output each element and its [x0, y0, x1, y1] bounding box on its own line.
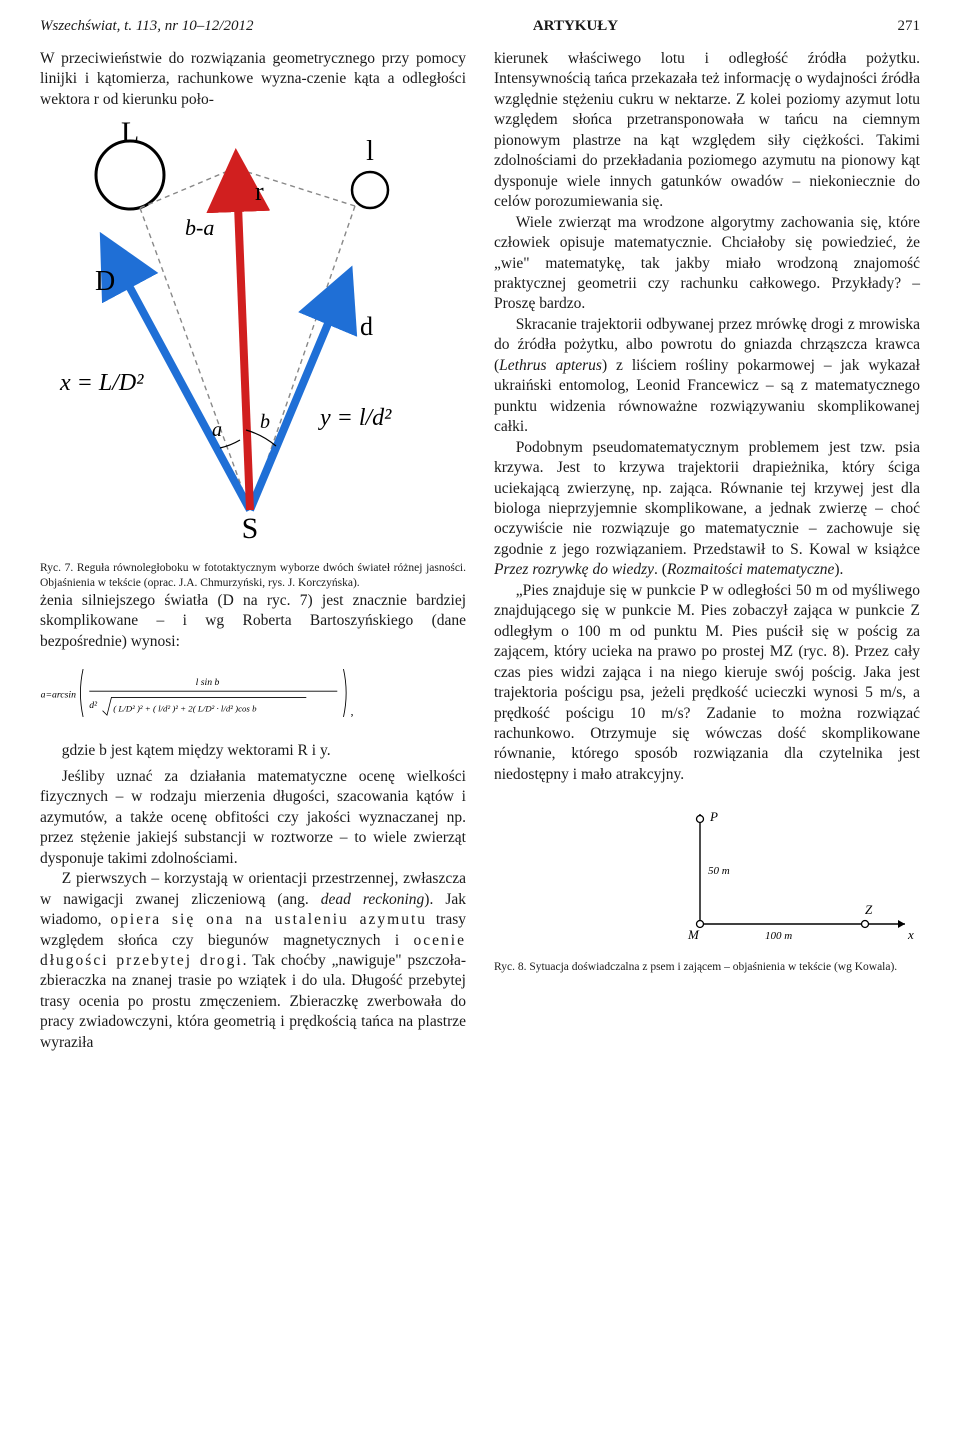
svg-text:Z: Z	[865, 902, 873, 917]
svg-text:x = L/D²: x = L/D²	[59, 370, 144, 396]
right-p1: kierunek właściwego lotu i odległość źró…	[494, 49, 920, 213]
svg-text:l sin b: l sin b	[196, 677, 220, 688]
svg-text:,: ,	[351, 706, 354, 718]
left-p2: Jeśliby uznać za działania matematyczne …	[40, 767, 466, 869]
svg-text:50 m: 50 m	[708, 865, 730, 877]
svg-text:M: M	[687, 927, 700, 942]
svg-text:P: P	[709, 809, 718, 824]
running-head-left: Wszechświat, t. 113, nr 10–12/2012	[40, 18, 253, 35]
svg-text:S: S	[242, 512, 259, 545]
svg-text:100 m: 100 m	[765, 930, 792, 942]
svg-text:L: L	[121, 120, 139, 149]
right-p2: Wiele zwierząt ma wrodzone algorytmy zac…	[494, 213, 920, 315]
left-gdzie: gdzie b jest kątem między wektorami R i …	[40, 741, 466, 761]
left-column: W przeciwieństwie do rozwiązania geometr…	[40, 49, 466, 1053]
left-p3: Z pierwszych – korzystają w orientacji p…	[40, 869, 466, 1053]
right-p4: Podobnym pseudomatematycznym problemem j…	[494, 438, 920, 581]
right-p3: Skracanie trajektorii odbywanej przez mr…	[494, 315, 920, 438]
figure-7-svg: L l S	[40, 120, 460, 550]
right-p5: „Pies znajduje się w punkcie P w odległo…	[494, 581, 920, 786]
svg-text:r: r	[255, 177, 264, 206]
svg-text:x: x	[907, 927, 914, 942]
svg-text:y = l/d²: y = l/d²	[318, 405, 392, 431]
svg-text:l: l	[366, 136, 374, 167]
svg-text:b: b	[260, 411, 270, 433]
svg-text:D: D	[95, 266, 115, 297]
svg-text:a=arcsin: a=arcsin	[41, 689, 77, 700]
figure-8: P M Z x 50 m 100 m	[494, 799, 920, 955]
running-head-center: ARTYKUŁY	[533, 18, 618, 35]
left-after-fig: żenia silniejszego światła (D na ryc. 7)…	[40, 591, 466, 652]
right-column: kierunek właściwego lotu i odległość źró…	[494, 49, 920, 1053]
formula: a=arcsin l sin b d² ( L/D² )² + ( l/d² )…	[40, 662, 466, 730]
svg-text:a: a	[212, 419, 222, 441]
running-head: Wszechświat, t. 113, nr 10–12/2012 ARTYK…	[40, 18, 920, 35]
figure-7: L l S	[40, 120, 466, 556]
svg-text:d²: d²	[89, 700, 98, 711]
svg-text:b-a: b-a	[185, 215, 214, 240]
page-number: 271	[897, 18, 920, 35]
figure-7-caption: Ryc. 7. Reguła równoległoboku w fototakt…	[40, 561, 466, 591]
svg-text:( L/D² )² + ( l/d² )² + 2( L/D: ( L/D² )² + ( l/d² )² + 2( L/D² · l/d² )…	[113, 704, 257, 714]
left-intro: W przeciwieństwie do rozwiązania geometr…	[40, 49, 466, 110]
figure-8-caption: Ryc. 8. Sytuacja doświadczalna z psem i …	[494, 960, 920, 975]
svg-text:d: d	[360, 312, 373, 341]
